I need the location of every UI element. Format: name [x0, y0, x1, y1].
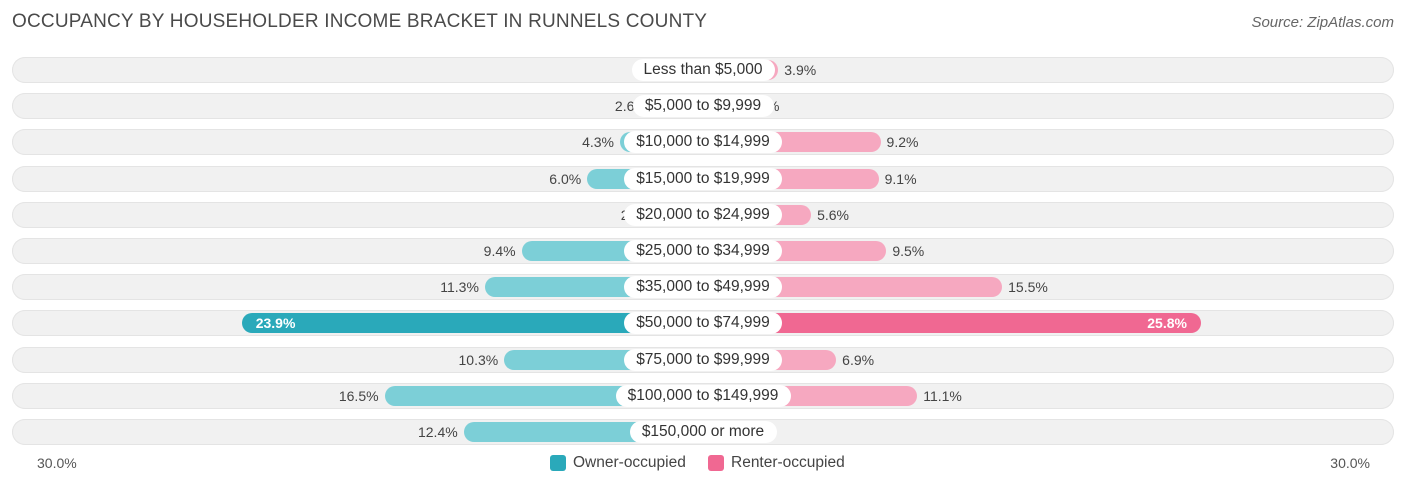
- chart-title: OCCUPANCY BY HOUSEHOLDER INCOME BRACKET …: [12, 11, 708, 32]
- renter-value-label: 5.6%: [817, 207, 849, 223]
- owner-value-label: 10.3%: [458, 352, 499, 368]
- owner-value-label: 11.3%: [440, 279, 479, 295]
- owner-value-label: 23.9%: [255, 315, 296, 331]
- axis-right-label: 30.0%: [1330, 455, 1370, 471]
- owner-value-label: 9.4%: [483, 243, 516, 259]
- owner-value-label: 16.5%: [338, 388, 379, 404]
- axis-left-label: 30.0%: [37, 455, 77, 471]
- chart-row: 12.4%1.6%$150,000 or more: [12, 419, 1394, 445]
- chart-row: 11.3% 15.5% $35,000 to $49,999: [12, 274, 1394, 300]
- category-label: $150,000 or more: [629, 421, 777, 443]
- owner-value-label: 12.4%: [417, 424, 458, 440]
- chart-row: 4.3% 9.2% $10,000 to $14,999: [12, 129, 1394, 155]
- category-label: $5,000 to $9,999: [632, 95, 774, 117]
- category-label: $15,000 to $19,999: [624, 168, 782, 190]
- category-label: $75,000 to $99,999: [624, 349, 782, 371]
- renter-value-label: 3.9%: [784, 62, 817, 78]
- chart-source: Source: ZipAtlas.com: [1251, 14, 1394, 31]
- legend-renter-label: Renter-occupied: [731, 454, 845, 471]
- renter-value-label: 9.2%: [886, 134, 919, 150]
- legend-owner: Owner-occupied: [550, 453, 686, 473]
- category-label: $35,000 to $49,999: [624, 276, 782, 298]
- chart-row: 0.93%3.9%Less than $5,000: [12, 57, 1394, 83]
- chart-row: 9.4% 9.5% $25,000 to $34,999: [12, 238, 1394, 264]
- owner-value-label: 6.0%: [549, 171, 582, 187]
- chart-row: 2.6%2.0%$5,000 to $9,999: [12, 93, 1394, 119]
- legend-owner-label: Owner-occupied: [573, 454, 686, 471]
- chart-row: 6.0% 9.1% $15,000 to $19,999: [12, 166, 1394, 192]
- legend-renter-swatch: [708, 455, 724, 471]
- category-label: $100,000 to $149,999: [615, 385, 791, 407]
- owner-value-label: 4.3%: [582, 134, 615, 150]
- category-label: $50,000 to $74,999: [624, 312, 782, 334]
- category-label: Less than $5,000: [631, 59, 775, 81]
- legend-renter: Renter-occupied: [708, 453, 845, 473]
- renter-value-label: 15.5%: [1008, 279, 1048, 295]
- owner-bar: [241, 313, 703, 333]
- renter-value-label: 6.9%: [842, 352, 875, 368]
- chart-row: 23.9% 25.8% $50,000 to $74,999: [12, 310, 1394, 336]
- chart-row: 10.3% 6.9% $75,000 to $99,999: [12, 347, 1394, 373]
- category-label: $20,000 to $24,999: [624, 204, 782, 226]
- renter-value-label: 9.1%: [884, 171, 917, 187]
- chart-row: 16.5% 11.1% $100,000 to $149,999: [12, 383, 1394, 409]
- renter-value-label: 9.5%: [892, 243, 925, 259]
- renter-bar: [703, 313, 1201, 333]
- legend-owner-swatch: [550, 455, 566, 471]
- renter-value-label: 11.1%: [923, 388, 962, 404]
- category-label: $25,000 to $34,999: [624, 240, 782, 262]
- chart-row: 2.3%5.6%$20,000 to $24,999: [12, 202, 1394, 228]
- renter-value-label: 25.8%: [1147, 315, 1187, 331]
- category-label: $10,000 to $14,999: [624, 131, 782, 153]
